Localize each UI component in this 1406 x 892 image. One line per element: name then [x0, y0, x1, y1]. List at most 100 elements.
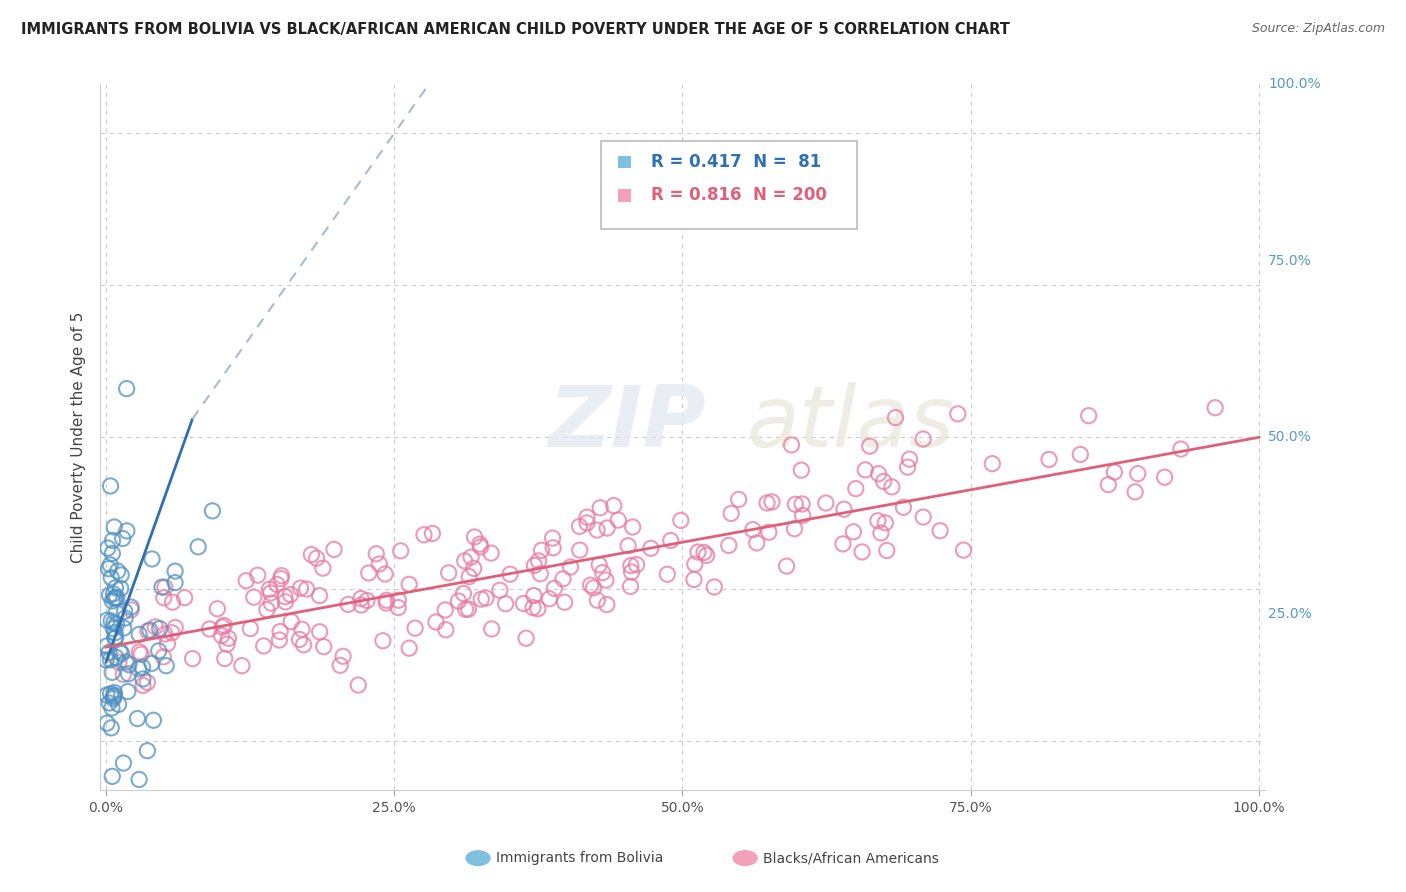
- Point: [104, 631, 127, 645]
- Text: ZIP: ZIP: [548, 382, 706, 465]
- Point: [1153, 470, 1175, 484]
- Point: [758, 525, 780, 540]
- Point: [1204, 401, 1226, 415]
- Point: [512, 597, 534, 611]
- Point: [375, 593, 398, 607]
- Point: [332, 649, 354, 664]
- Point: [523, 558, 546, 573]
- Point: [876, 543, 898, 558]
- Point: [859, 439, 882, 453]
- Point: [814, 496, 837, 510]
- Point: [105, 591, 128, 605]
- Bar: [619, 156, 631, 169]
- Point: [538, 591, 561, 606]
- Point: [136, 675, 159, 690]
- Point: [912, 432, 935, 446]
- Point: [529, 566, 551, 581]
- Point: [98, 696, 121, 710]
- Point: [530, 543, 553, 558]
- Point: [246, 568, 269, 582]
- Point: [201, 504, 224, 518]
- Point: [103, 688, 125, 702]
- Point: [141, 552, 163, 566]
- Point: [97, 562, 120, 576]
- Point: [727, 492, 749, 507]
- Point: [453, 586, 475, 600]
- Point: [350, 598, 373, 612]
- Point: [489, 583, 512, 598]
- Text: 75.0%: 75.0%: [1268, 254, 1312, 268]
- Point: [720, 507, 742, 521]
- Point: [595, 573, 617, 587]
- Text: R = 0.417  N =  81: R = 0.417 N = 81: [651, 153, 821, 171]
- Point: [97, 541, 120, 555]
- Point: [868, 467, 890, 481]
- Point: [107, 698, 129, 712]
- Point: [292, 638, 315, 652]
- Point: [458, 569, 481, 583]
- Point: [139, 623, 162, 637]
- Point: [696, 549, 718, 563]
- Point: [603, 499, 626, 513]
- Point: [617, 539, 640, 553]
- Point: [447, 594, 470, 608]
- Point: [413, 528, 436, 542]
- Point: [387, 593, 409, 607]
- Point: [259, 582, 281, 597]
- Point: [108, 644, 131, 658]
- Point: [111, 647, 134, 661]
- Point: [898, 452, 921, 467]
- Point: [103, 685, 125, 699]
- Point: [693, 545, 716, 559]
- Point: [142, 713, 165, 727]
- Point: [607, 513, 630, 527]
- Point: [96, 639, 118, 653]
- Point: [288, 632, 311, 647]
- Point: [1170, 442, 1192, 456]
- Point: [165, 621, 187, 635]
- Point: [875, 516, 897, 530]
- Point: [181, 651, 204, 665]
- Point: [481, 622, 503, 636]
- Point: [620, 565, 643, 579]
- Point: [115, 524, 138, 538]
- Point: [107, 564, 129, 578]
- Point: [568, 543, 591, 558]
- Text: 25.0%: 25.0%: [1268, 607, 1312, 621]
- Point: [152, 649, 174, 664]
- Point: [1097, 477, 1119, 491]
- Point: [103, 587, 125, 601]
- Point: [457, 602, 479, 616]
- Point: [717, 538, 740, 552]
- Point: [101, 701, 124, 715]
- Point: [165, 564, 187, 578]
- Point: [470, 540, 492, 554]
- Point: [148, 644, 170, 658]
- Point: [785, 497, 807, 511]
- Point: [101, 533, 124, 548]
- Point: [153, 627, 176, 641]
- Point: [389, 544, 412, 558]
- Point: [96, 688, 118, 702]
- Point: [337, 598, 360, 612]
- Point: [366, 547, 388, 561]
- Point: [129, 647, 152, 661]
- Point: [454, 602, 477, 616]
- Point: [153, 580, 176, 594]
- Point: [783, 522, 806, 536]
- Text: Blacks/African Americans: Blacks/African Americans: [763, 851, 939, 865]
- Point: [683, 557, 706, 571]
- Point: [104, 625, 127, 640]
- Point: [117, 684, 139, 698]
- Point: [103, 690, 125, 704]
- Point: [870, 526, 893, 541]
- Point: [173, 591, 195, 605]
- Point: [104, 591, 127, 605]
- Point: [453, 554, 475, 568]
- Point: [683, 573, 706, 587]
- Point: [128, 645, 150, 659]
- Point: [101, 665, 124, 680]
- Point: [101, 769, 124, 783]
- Point: [588, 558, 610, 572]
- Point: [620, 558, 643, 573]
